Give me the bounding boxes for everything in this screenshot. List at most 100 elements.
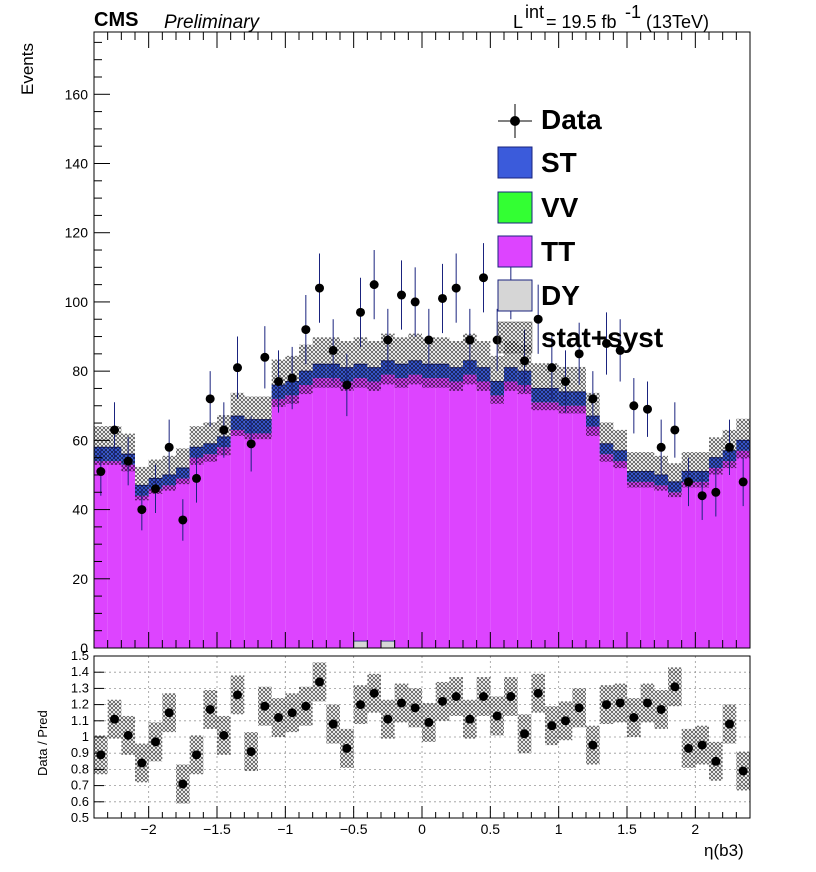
tt-bar: [381, 374, 395, 648]
unc-box: [709, 437, 723, 475]
data-point: [615, 345, 625, 355]
ratio-point: [451, 692, 461, 701]
tt-bar: [271, 398, 286, 648]
data-point: [643, 404, 652, 414]
tt-bar: [135, 495, 149, 648]
x-tick-label: −2: [141, 821, 157, 837]
unc-box: [312, 337, 327, 388]
tt-bar: [586, 426, 600, 648]
ratio-point: [520, 729, 529, 739]
ratio-point: [178, 779, 188, 789]
legend-tt-label: TT: [541, 236, 575, 267]
legend-vv-label: VV: [541, 192, 579, 223]
data-point: [137, 505, 147, 515]
unc-box: [135, 466, 149, 501]
legend-unc-swatch: [497, 321, 533, 354]
ratio-point: [287, 708, 297, 718]
tt-bar: [285, 395, 299, 648]
tt-bar: [299, 384, 313, 648]
main-y-axis: 0 20 40 60 80 100 120 140 160: [65, 32, 751, 656]
ratio-y-tick-label: 0.5: [71, 810, 89, 825]
tt-bar: [572, 405, 586, 648]
x-tick-label: 1: [555, 821, 563, 837]
data-point: [561, 377, 570, 387]
tt-bar: [709, 468, 723, 648]
unc-box: [394, 337, 409, 388]
luminosity-label: L int = 19.5 fb -1 (13TeV): [513, 2, 709, 32]
data-point: [629, 401, 639, 411]
y-tick-label: 20: [72, 571, 88, 587]
unc-box: [94, 426, 108, 465]
data-point: [574, 349, 584, 359]
tt-bar: [722, 461, 737, 648]
preliminary-label: Preliminary: [164, 12, 261, 33]
tt-bar: [258, 433, 272, 648]
data-point: [670, 425, 680, 435]
y-tick-label: 60: [72, 432, 88, 448]
legend-st-swatch: [497, 146, 533, 179]
data-point: [684, 477, 693, 487]
tt-bar: [599, 454, 614, 648]
unc-box: [435, 337, 450, 388]
tt-bar: [148, 488, 163, 648]
tt-bar: [353, 378, 368, 648]
data-point: [233, 363, 242, 373]
tt-bar: [490, 395, 504, 648]
data-point: [96, 467, 106, 477]
tt-bar: [326, 378, 340, 648]
tt-bar: [517, 384, 532, 648]
ratio-y-axis-title: Data / Pred: [35, 710, 50, 776]
tt-bar: [558, 405, 573, 648]
unc-box: [258, 396, 272, 440]
tt-bar: [162, 485, 176, 648]
ratio-point: [397, 698, 406, 708]
data-point: [260, 352, 270, 362]
ratio-point: [602, 700, 611, 710]
data-points: [96, 243, 748, 541]
ratio-point: [629, 713, 639, 723]
x-tick-label: −1.5: [203, 821, 231, 837]
svg-text:= 19.5 fb: = 19.5 fb: [546, 12, 617, 32]
data-point: [246, 439, 256, 449]
tt-bar: [394, 378, 409, 648]
tt-bar: [189, 457, 204, 648]
ratio-point: [205, 704, 215, 714]
y-tick-label: 80: [72, 363, 88, 379]
data-point: [547, 363, 557, 373]
ratio-y-tick-label: 0.9: [71, 745, 89, 760]
data-point: [287, 373, 297, 383]
unc-box: [176, 448, 190, 485]
unc-box: [640, 452, 655, 488]
unc-box: [695, 452, 709, 488]
tt-bar: [695, 481, 709, 648]
unc-box: [230, 392, 245, 436]
ratio-point: [506, 692, 516, 701]
ratio-point: [151, 737, 160, 747]
ratio-point: [369, 688, 379, 698]
legend-vv-swatch: [497, 191, 533, 224]
data-point: [479, 273, 488, 283]
ratio-point: [356, 700, 365, 710]
ratio-axes: 0.50.60.70.80.911.11.21.31.41.5−2 −1.5 −1−…: [71, 648, 751, 837]
data-point: [178, 515, 188, 525]
ratio-point: [315, 677, 324, 687]
ratio-y-tick-label: 0.8: [71, 761, 89, 776]
legend-dy-label: DY: [541, 280, 580, 311]
data-point: [711, 487, 721, 497]
ratio-point: [342, 743, 352, 753]
ratio-point: [697, 740, 707, 750]
legend-tt-swatch: [497, 235, 533, 268]
x-tick-label: −1: [277, 821, 293, 837]
ratio-point: [684, 743, 693, 753]
ratio-point: [219, 730, 229, 740]
ratio-point: [110, 714, 119, 724]
legend-data-label: Data: [541, 104, 602, 135]
data-point: [342, 380, 352, 390]
tt-bar: [476, 381, 491, 648]
ratio-point: [137, 758, 147, 768]
tt-bar: [230, 429, 245, 648]
ratio-point: [561, 716, 570, 726]
ratio-point: [547, 721, 557, 731]
y-tick-label: 0: [80, 640, 88, 656]
ratio-point: [656, 704, 666, 714]
